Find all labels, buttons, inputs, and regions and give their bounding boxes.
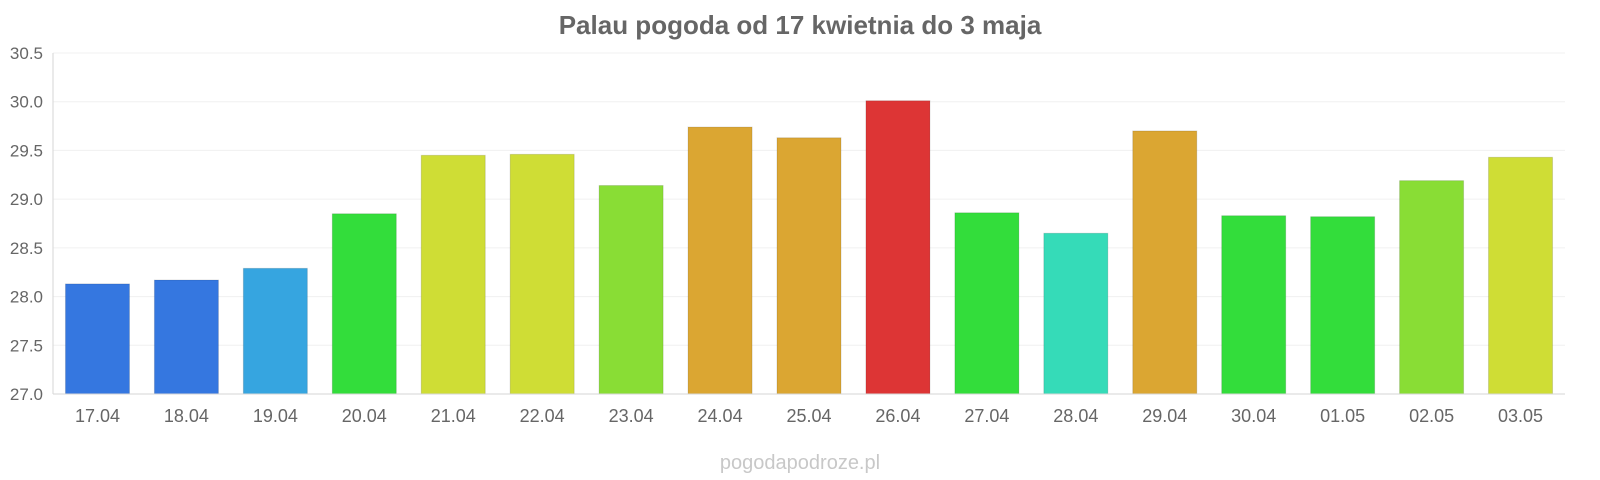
bar-02.05 [1399,180,1465,395]
y-tick-label: 30.5 [10,44,43,63]
x-tick-label: 26.04 [875,406,920,426]
bar-18.04 [153,279,219,395]
y-tick-label: 30.0 [10,93,43,112]
x-tick-label: 24.04 [698,406,743,426]
y-tick-label: 27.5 [10,336,43,355]
y-tick-label: 29.5 [10,141,43,160]
watermark: pogodapodroze.pl [719,452,881,474]
bar-17.04 [64,283,130,395]
bar-27.04 [954,212,1020,395]
x-tick-label: 30.04 [1231,406,1276,426]
y-tick-label: 29.0 [10,190,43,209]
chart-title: Palau pogoda od 17 kwietnia do 3 maja [558,10,1042,40]
bar-29.04 [1132,130,1198,395]
bar-03.05 [1488,156,1554,395]
y-tick-label: 28.0 [10,288,43,307]
bar-24.04 [687,126,753,395]
x-tick-label: 21.04 [431,406,476,426]
y-tick-label: 27.0 [10,385,43,404]
y-tick-label: 28.5 [10,239,43,258]
x-tick-label: 03.05 [1498,406,1543,426]
y-axis: 27.0 27.5 28.0 28.5 29.0 29.5 30.0 30.5 [10,44,54,404]
bar-20.04 [331,213,397,395]
bar-19.04 [242,267,308,395]
x-tick-label: 23.04 [609,406,654,426]
x-tick-label: 28.04 [1053,406,1098,426]
x-tick-label: 27.04 [964,406,1009,426]
x-tick-label: 29.04 [1142,406,1187,426]
x-tick-label: 25.04 [786,406,831,426]
bar-26.04 [865,100,931,395]
x-tick-label: 18.04 [164,406,209,426]
bar-21.04 [420,154,486,395]
bar-22.04 [509,153,575,395]
x-tick-label: 19.04 [253,406,298,426]
bars [64,100,1554,395]
x-tick-label: 20.04 [342,406,387,426]
x-tick-label: 01.05 [1320,406,1365,426]
x-axis: 17.04 18.04 19.04 20.04 21.04 22.04 23.04 24.04… [53,393,1565,426]
bar-28.04 [1043,232,1109,395]
bar-01.05 [1310,216,1376,395]
bar-30.04 [1221,215,1287,395]
bar-23.04 [598,185,664,395]
bar-25.04 [776,137,842,395]
x-tick-label: 17.04 [75,406,120,426]
x-tick-label: 02.05 [1409,406,1454,426]
x-tick-label: 22.04 [520,406,565,426]
